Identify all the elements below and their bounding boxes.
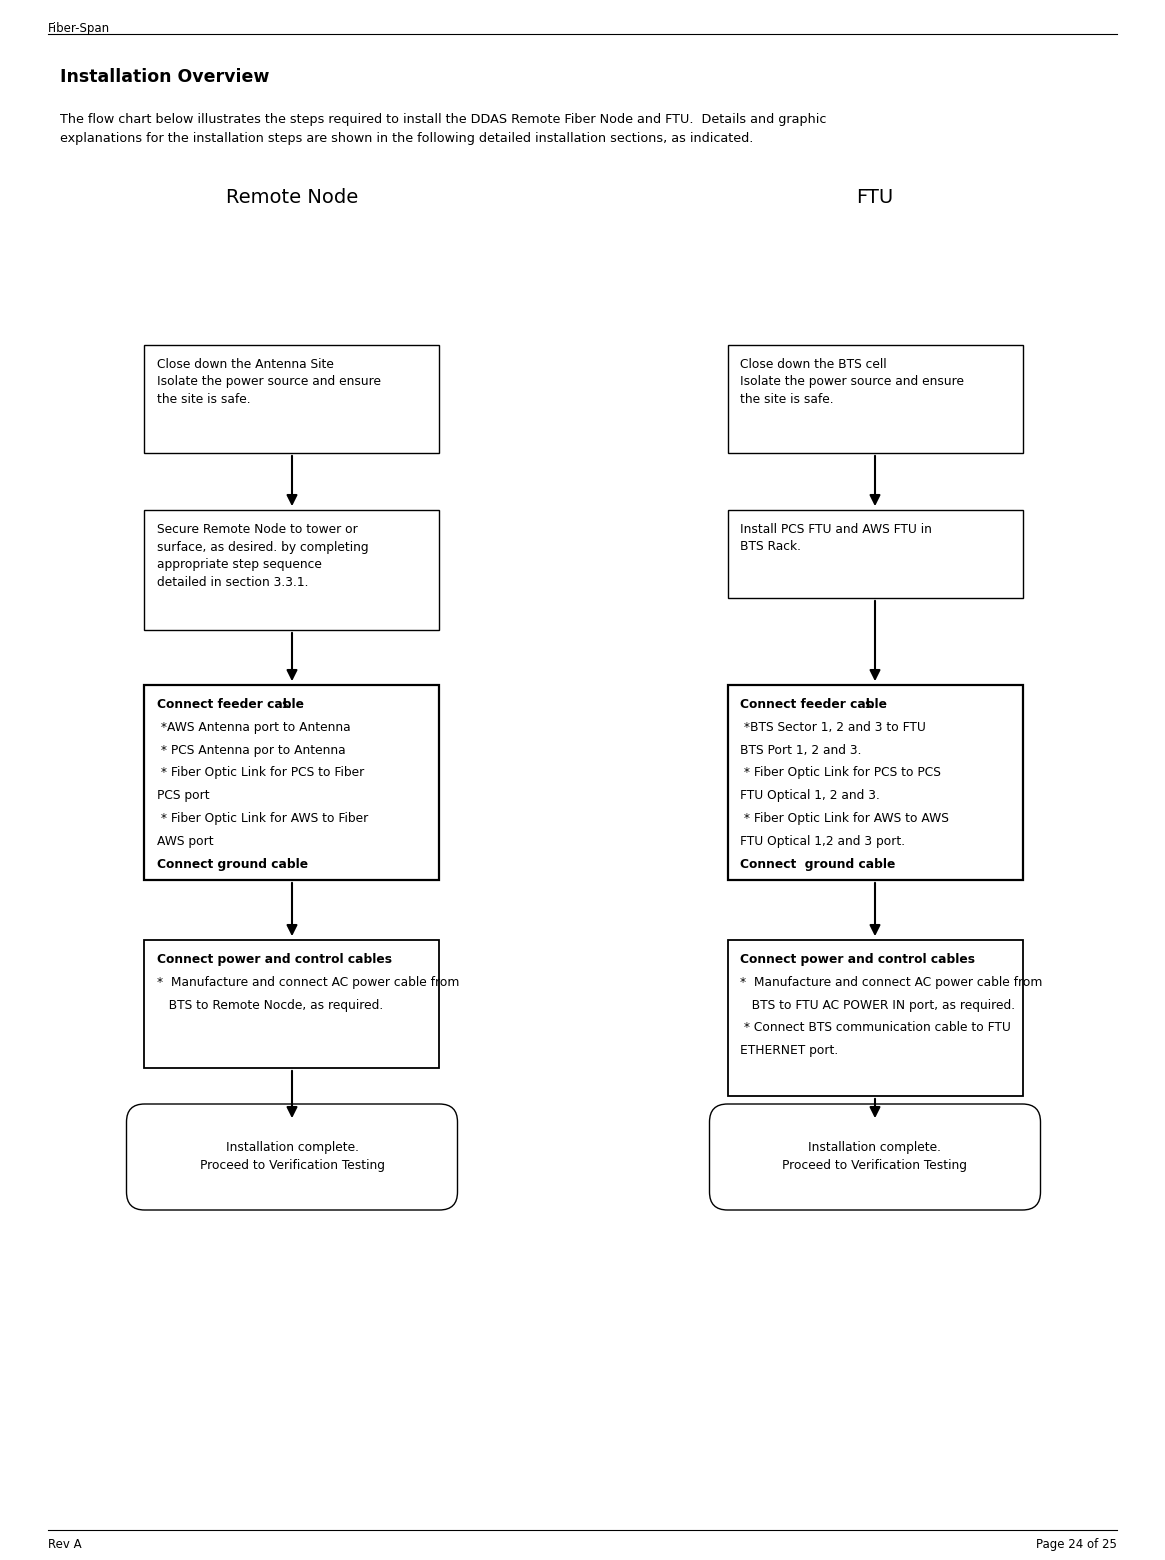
FancyBboxPatch shape: [727, 685, 1023, 880]
Text: Installation complete.
Proceed to Verification Testing: Installation complete. Proceed to Verifi…: [783, 1142, 967, 1173]
Text: *AWS Antenna port to Antenna: *AWS Antenna port to Antenna: [157, 721, 351, 733]
Text: Page 24 of 25: Page 24 of 25: [1036, 1538, 1117, 1551]
Text: Remote Node: Remote Node: [226, 189, 358, 207]
Text: * Fiber Optic Link for PCS to Fiber: * Fiber Optic Link for PCS to Fiber: [157, 766, 365, 780]
Text: Close down the Antenna Site
Isolate the power source and ensure
the site is safe: Close down the Antenna Site Isolate the …: [157, 357, 381, 406]
FancyBboxPatch shape: [144, 510, 439, 630]
Text: Rev A: Rev A: [48, 1538, 82, 1551]
FancyBboxPatch shape: [727, 510, 1023, 597]
Text: s:: s:: [282, 697, 292, 711]
Text: BTS to FTU AC POWER IN port, as required.: BTS to FTU AC POWER IN port, as required…: [741, 998, 1016, 1011]
Text: Connect  ground cable: Connect ground cable: [741, 858, 896, 870]
Text: Connect feeder cable: Connect feeder cable: [157, 697, 304, 711]
FancyBboxPatch shape: [127, 1104, 458, 1211]
Text: *BTS Sector 1, 2 and 3 to FTU: *BTS Sector 1, 2 and 3 to FTU: [741, 721, 926, 733]
Text: BTS Port 1, 2 and 3.: BTS Port 1, 2 and 3.: [741, 744, 862, 757]
FancyBboxPatch shape: [144, 345, 439, 452]
Text: FTU: FTU: [856, 189, 894, 207]
Text: Installation Overview: Installation Overview: [61, 69, 269, 86]
Text: Fiber-Span: Fiber-Span: [48, 22, 111, 34]
Text: BTS to Remote Nocde, as required.: BTS to Remote Nocde, as required.: [157, 998, 383, 1011]
Text: PCS port: PCS port: [157, 789, 210, 802]
Text: Close down the BTS cell
Isolate the power source and ensure
the site is safe.: Close down the BTS cell Isolate the powe…: [741, 357, 965, 406]
FancyBboxPatch shape: [144, 685, 439, 880]
Text: * Connect BTS communication cable to FTU: * Connect BTS communication cable to FTU: [741, 1022, 1011, 1034]
Text: Connect feeder cable: Connect feeder cable: [741, 697, 888, 711]
FancyBboxPatch shape: [727, 941, 1023, 1097]
Text: * Fiber Optic Link for AWS to AWS: * Fiber Optic Link for AWS to AWS: [741, 813, 949, 825]
Text: *  Manufacture and connect AC power cable from: * Manufacture and connect AC power cable…: [157, 977, 460, 989]
Text: * PCS Antenna por to Antenna: * PCS Antenna por to Antenna: [157, 744, 346, 757]
Text: *  Manufacture and connect AC power cable from: * Manufacture and connect AC power cable…: [741, 977, 1043, 989]
FancyBboxPatch shape: [709, 1104, 1040, 1211]
Text: The flow chart below illustrates the steps required to install the DDAS Remote F: The flow chart below illustrates the ste…: [61, 112, 826, 145]
Text: Install PCS FTU and AWS FTU in
BTS Rack.: Install PCS FTU and AWS FTU in BTS Rack.: [741, 523, 932, 554]
FancyBboxPatch shape: [144, 941, 439, 1069]
Text: FTU Optical 1,2 and 3 port.: FTU Optical 1,2 and 3 port.: [741, 835, 905, 847]
Text: Connect power and control cables: Connect power and control cables: [741, 953, 975, 966]
Text: Connect ground cable: Connect ground cable: [157, 858, 309, 870]
Text: * Fiber Optic Link for PCS to PCS: * Fiber Optic Link for PCS to PCS: [741, 766, 941, 780]
FancyBboxPatch shape: [727, 345, 1023, 452]
Text: Secure Remote Node to tower or
surface, as desired. by completing
appropriate st: Secure Remote Node to tower or surface, …: [157, 523, 369, 588]
Text: AWS port: AWS port: [157, 835, 214, 847]
Text: s:: s:: [864, 697, 875, 711]
Text: Connect power and control cables: Connect power and control cables: [157, 953, 393, 966]
Text: ETHERNET port.: ETHERNET port.: [741, 1044, 839, 1058]
Text: Installation complete.
Proceed to Verification Testing: Installation complete. Proceed to Verifi…: [199, 1142, 384, 1173]
Text: * Fiber Optic Link for AWS to Fiber: * Fiber Optic Link for AWS to Fiber: [157, 813, 369, 825]
Text: FTU Optical 1, 2 and 3.: FTU Optical 1, 2 and 3.: [741, 789, 881, 802]
